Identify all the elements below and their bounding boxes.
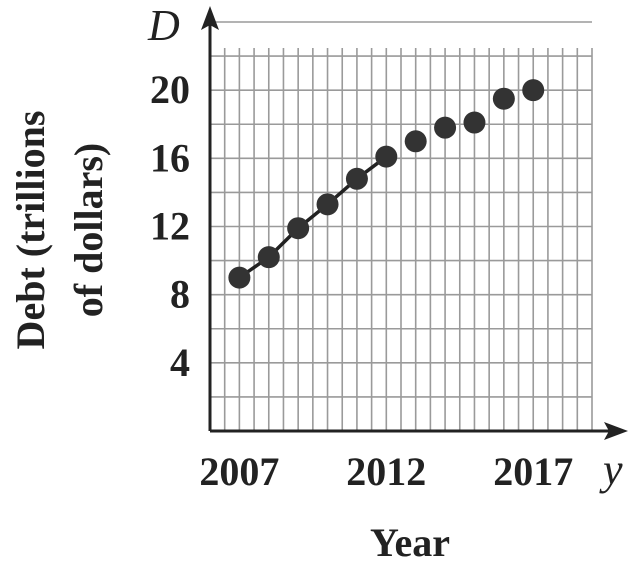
y-axis-arrow bbox=[201, 6, 219, 30]
data-point bbox=[287, 217, 310, 240]
y-tick-label: 20 bbox=[150, 67, 190, 112]
data-point bbox=[434, 116, 457, 139]
x-tick-label: 2007 bbox=[199, 449, 279, 494]
data-point bbox=[257, 246, 280, 269]
x-axis-arrow bbox=[604, 422, 628, 440]
tick-labels: 2007 2012 2017 4 8 12 16 20 bbox=[150, 67, 573, 494]
data-point bbox=[375, 145, 398, 168]
y-tick-label: 4 bbox=[170, 340, 190, 385]
series bbox=[228, 79, 545, 289]
data-point bbox=[463, 111, 486, 134]
data-point bbox=[316, 193, 339, 216]
data-point bbox=[404, 130, 427, 153]
grid bbox=[210, 21, 593, 431]
data-point bbox=[345, 167, 368, 190]
y-axis-title-line1: Debt (trillions bbox=[8, 111, 53, 350]
y-tick-label: 8 bbox=[170, 272, 190, 317]
x-axis-variable: y bbox=[599, 445, 623, 494]
x-tick-label: 2012 bbox=[346, 449, 426, 494]
y-tick-label: 16 bbox=[150, 135, 190, 180]
axes bbox=[201, 6, 628, 440]
x-tick-label: 2017 bbox=[493, 449, 573, 494]
y-axis-variable: D bbox=[147, 1, 180, 50]
y-tick-label: 12 bbox=[150, 204, 190, 249]
y-axis-title-line2: of dollars) bbox=[66, 143, 111, 317]
data-point bbox=[492, 87, 515, 110]
x-axis-title: Year bbox=[370, 520, 450, 565]
data-point bbox=[522, 79, 545, 102]
data-point bbox=[228, 266, 251, 289]
